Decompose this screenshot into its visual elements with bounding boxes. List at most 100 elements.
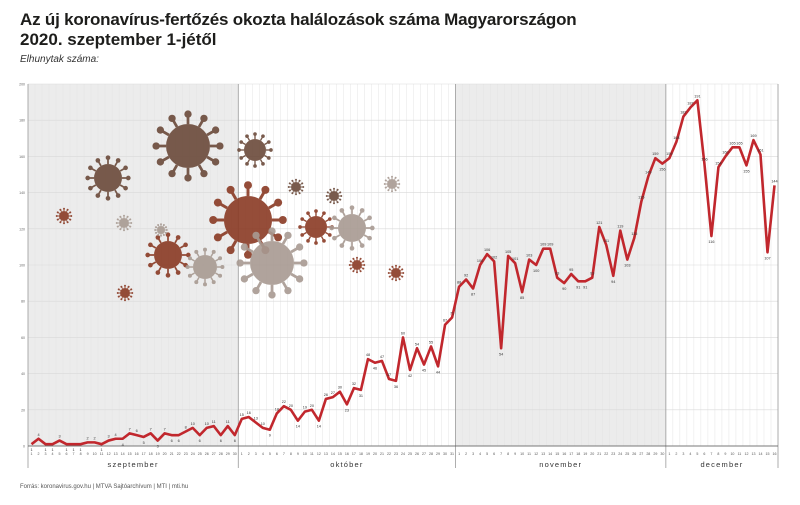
virus-spike-tip [302, 186, 305, 188]
virus-icon [298, 209, 334, 245]
virus-body [193, 255, 217, 279]
x-tick-label: 4 [262, 452, 264, 456]
virus-spike-tip [349, 267, 352, 270]
virus-body [387, 179, 397, 189]
data-label: 6 [234, 439, 236, 443]
virus-spike-tip [387, 272, 390, 274]
data-label: 2 [87, 436, 89, 440]
virus-icon [325, 187, 343, 205]
data-label: 11 [226, 420, 230, 424]
virus-spike-tip [261, 185, 270, 194]
x-tick-label: 24 [191, 452, 195, 456]
virus-spike-tip [200, 114, 208, 123]
data-label: 4 [122, 443, 124, 447]
virus-spike-tip [157, 234, 160, 237]
x-tick-label: 19 [366, 452, 370, 456]
virus-body [391, 268, 401, 278]
x-tick-label: 25 [198, 452, 202, 456]
virus-spike-tip [327, 217, 332, 221]
virus-spike-tip [115, 222, 118, 224]
virus-spike-tip [175, 270, 181, 275]
virus-spike-tip [384, 186, 387, 189]
virus-spike-tip [253, 164, 257, 168]
x-tick-label: 29 [653, 452, 657, 456]
x-tick-label: 12 [317, 452, 321, 456]
x-tick-label: 2 [465, 452, 467, 456]
data-label: 169 [750, 134, 756, 138]
data-label: 106 [484, 248, 490, 252]
virus-spike-tip [349, 245, 355, 251]
data-label: 154 [715, 161, 721, 165]
virus-icon [152, 110, 224, 182]
virus-spike-tip [401, 268, 404, 271]
virus-spike-tip [367, 215, 372, 221]
virus-spike-tip [95, 193, 101, 198]
virus-body [244, 139, 266, 161]
x-tick-label: 12 [107, 452, 111, 456]
data-label: 5 [143, 441, 145, 445]
data-label: 36 [394, 385, 398, 389]
virus-spike-tip [394, 189, 397, 192]
data-label: 60 [401, 331, 405, 335]
x-tick-label: 19 [156, 452, 160, 456]
month-label: december [700, 460, 743, 469]
virus-spike-tip [127, 298, 130, 301]
data-label: 3 [108, 435, 110, 439]
virus-icon [237, 132, 273, 168]
y-tick-label: 140 [19, 191, 25, 195]
data-label: 11 [212, 420, 216, 424]
data-label: 95 [569, 268, 573, 272]
virus-spike-tip [239, 156, 244, 160]
data-label: 165 [736, 141, 742, 145]
data-label: 91 [576, 285, 580, 289]
data-label: 71 [450, 311, 454, 315]
virus-spike-tip [291, 179, 294, 182]
virus-spike-tip [85, 175, 91, 181]
virus-spike-tip [226, 185, 235, 194]
month-label: október [330, 460, 363, 469]
x-tick-label: 5 [59, 452, 61, 456]
virus-spike-tip [117, 295, 120, 298]
virus-spike-tip [218, 273, 223, 278]
chart-subtitle: 2020. szeptember 1-jétől [20, 30, 217, 49]
virus-spike-tip [88, 185, 93, 191]
virus-spike-tip [156, 126, 165, 134]
virus-icon [287, 178, 305, 196]
x-tick-label: 29 [226, 452, 230, 456]
x-tick-label: 30 [660, 452, 664, 456]
x-tick-label: 16 [135, 452, 139, 456]
virus-spike-tip [154, 226, 157, 229]
x-tick-label: 13 [114, 452, 118, 456]
virus-spike-tip [184, 174, 192, 182]
virus-spike-tip [123, 185, 128, 191]
virus-body [291, 182, 301, 192]
y-tick-label: 80 [21, 300, 25, 304]
x-tick-label: 26 [415, 452, 419, 456]
virus-spike-tip [168, 169, 176, 178]
x-tick-label: 14 [121, 452, 125, 456]
virus-spike-tip [314, 209, 318, 213]
virus-spike-tip [240, 275, 249, 283]
virus-spike-tip [123, 229, 125, 232]
data-label: 3 [157, 445, 159, 449]
virus-spike-tip [116, 225, 119, 228]
virus-spike-tip [160, 234, 162, 237]
virus-body [119, 218, 129, 228]
x-tick-label: 9 [514, 452, 516, 456]
virus-spike-tip [175, 235, 181, 240]
data-label: 9 [269, 434, 271, 438]
y-tick-label: 120 [19, 227, 25, 231]
virus-spike-tip [332, 235, 337, 241]
data-label: 3 [58, 435, 60, 439]
virus-icon [329, 205, 375, 251]
virus-spike-tip [333, 187, 335, 190]
virus-body [94, 164, 122, 192]
data-label: 160 [722, 150, 728, 154]
x-tick-label: 9 [724, 452, 726, 456]
virus-spike-tip [129, 225, 132, 228]
virus-spike-tip [123, 165, 128, 171]
virus-spike-tip [155, 270, 161, 275]
virus-spike-tip [397, 186, 400, 189]
virus-spike-tip [213, 233, 222, 242]
